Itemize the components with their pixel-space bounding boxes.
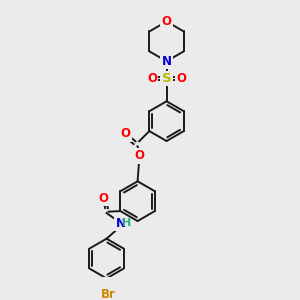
Text: O: O	[99, 192, 109, 205]
Text: O: O	[147, 72, 157, 85]
Text: N: N	[162, 55, 172, 68]
Text: S: S	[162, 72, 171, 85]
Text: Br: Br	[101, 289, 116, 300]
Text: N: N	[116, 217, 125, 230]
Text: O: O	[120, 127, 130, 140]
Text: O: O	[134, 149, 144, 162]
Text: O: O	[162, 15, 172, 28]
Text: O: O	[176, 72, 186, 85]
Text: H: H	[122, 218, 131, 228]
